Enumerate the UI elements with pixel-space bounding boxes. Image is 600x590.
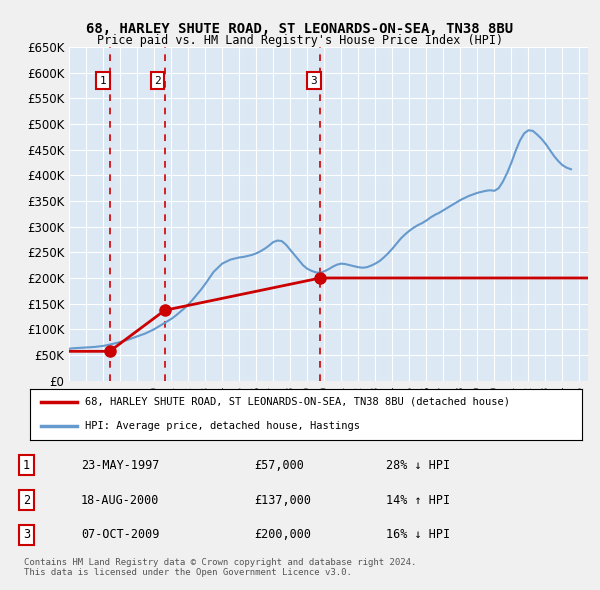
Text: 23-MAY-1997: 23-MAY-1997 xyxy=(81,458,160,471)
Text: 68, HARLEY SHUTE ROAD, ST LEONARDS-ON-SEA, TN38 8BU (detached house): 68, HARLEY SHUTE ROAD, ST LEONARDS-ON-SE… xyxy=(85,397,510,407)
Text: 07-OCT-2009: 07-OCT-2009 xyxy=(81,529,160,542)
Text: 2: 2 xyxy=(23,493,30,507)
Text: 68, HARLEY SHUTE ROAD, ST LEONARDS-ON-SEA, TN38 8BU: 68, HARLEY SHUTE ROAD, ST LEONARDS-ON-SE… xyxy=(86,22,514,37)
Text: 16% ↓ HPI: 16% ↓ HPI xyxy=(386,529,451,542)
Text: 14% ↑ HPI: 14% ↑ HPI xyxy=(386,493,451,507)
Text: £137,000: £137,000 xyxy=(254,493,311,507)
Text: £200,000: £200,000 xyxy=(254,529,311,542)
Text: 1: 1 xyxy=(100,76,106,86)
Text: 2: 2 xyxy=(154,76,161,86)
Text: 3: 3 xyxy=(311,76,317,86)
Text: HPI: Average price, detached house, Hastings: HPI: Average price, detached house, Hast… xyxy=(85,421,360,431)
Text: 3: 3 xyxy=(23,529,30,542)
Text: Price paid vs. HM Land Registry's House Price Index (HPI): Price paid vs. HM Land Registry's House … xyxy=(97,34,503,47)
Text: Contains HM Land Registry data © Crown copyright and database right 2024.
This d: Contains HM Land Registry data © Crown c… xyxy=(24,558,416,577)
Text: £57,000: £57,000 xyxy=(254,458,304,471)
Text: 1: 1 xyxy=(23,458,30,471)
Text: 18-AUG-2000: 18-AUG-2000 xyxy=(81,493,160,507)
Text: 28% ↓ HPI: 28% ↓ HPI xyxy=(386,458,451,471)
